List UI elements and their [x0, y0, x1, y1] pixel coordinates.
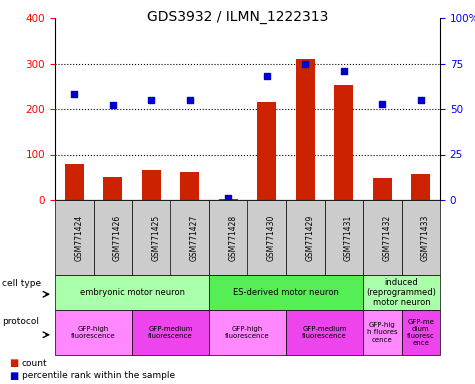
Bar — [295, 59, 315, 200]
Text: ES-derived motor neuron: ES-derived motor neuron — [233, 288, 339, 297]
Text: GSM771424: GSM771424 — [74, 214, 83, 261]
Text: GSM771426: GSM771426 — [113, 214, 122, 261]
Text: GDS3932 / ILMN_1222313: GDS3932 / ILMN_1222313 — [147, 10, 328, 24]
Text: GSM771428: GSM771428 — [228, 214, 237, 261]
Text: ■: ■ — [10, 358, 19, 368]
Bar — [103, 177, 123, 200]
Text: count: count — [22, 359, 48, 367]
Point — [147, 97, 155, 103]
Bar — [218, 199, 238, 200]
Text: GFP-high
fluorescence: GFP-high fluorescence — [71, 326, 116, 339]
Point — [263, 73, 271, 79]
Point — [186, 97, 193, 103]
Text: induced
(reprogrammed)
motor neuron: induced (reprogrammed) motor neuron — [367, 278, 437, 308]
Point — [225, 195, 232, 201]
Point — [340, 68, 348, 74]
Text: GFP-me
dium
fluoresc
ence: GFP-me dium fluoresc ence — [407, 319, 435, 346]
Text: GSM771425: GSM771425 — [151, 214, 160, 261]
Point — [417, 97, 425, 103]
Text: GSM771430: GSM771430 — [267, 214, 276, 261]
Bar — [65, 164, 84, 200]
Text: GFP-medium
fluorescence: GFP-medium fluorescence — [148, 326, 193, 339]
Text: ■: ■ — [10, 371, 19, 381]
Bar — [411, 174, 430, 200]
Text: GSM771433: GSM771433 — [421, 214, 430, 261]
Text: GFP-hig
h fluores
cence: GFP-hig h fluores cence — [367, 323, 398, 343]
Text: GFP-medium
fluorescence: GFP-medium fluorescence — [302, 326, 347, 339]
Point — [70, 91, 78, 98]
Bar — [334, 85, 353, 200]
Text: embryonic motor neuron: embryonic motor neuron — [79, 288, 184, 297]
Text: protocol: protocol — [2, 317, 39, 326]
Text: GSM771431: GSM771431 — [344, 214, 353, 261]
Text: percentile rank within the sample: percentile rank within the sample — [22, 371, 175, 381]
Bar — [180, 172, 200, 200]
Bar — [142, 170, 161, 200]
Text: GFP-high
fluorescence: GFP-high fluorescence — [225, 326, 270, 339]
Point — [109, 102, 116, 108]
Point — [302, 60, 309, 66]
Text: GSM771427: GSM771427 — [190, 214, 199, 261]
Bar — [257, 102, 276, 200]
Bar — [372, 178, 392, 200]
Text: cell type: cell type — [2, 279, 41, 288]
Text: GSM771429: GSM771429 — [305, 214, 314, 261]
Point — [379, 101, 386, 107]
Text: GSM771432: GSM771432 — [382, 214, 391, 261]
